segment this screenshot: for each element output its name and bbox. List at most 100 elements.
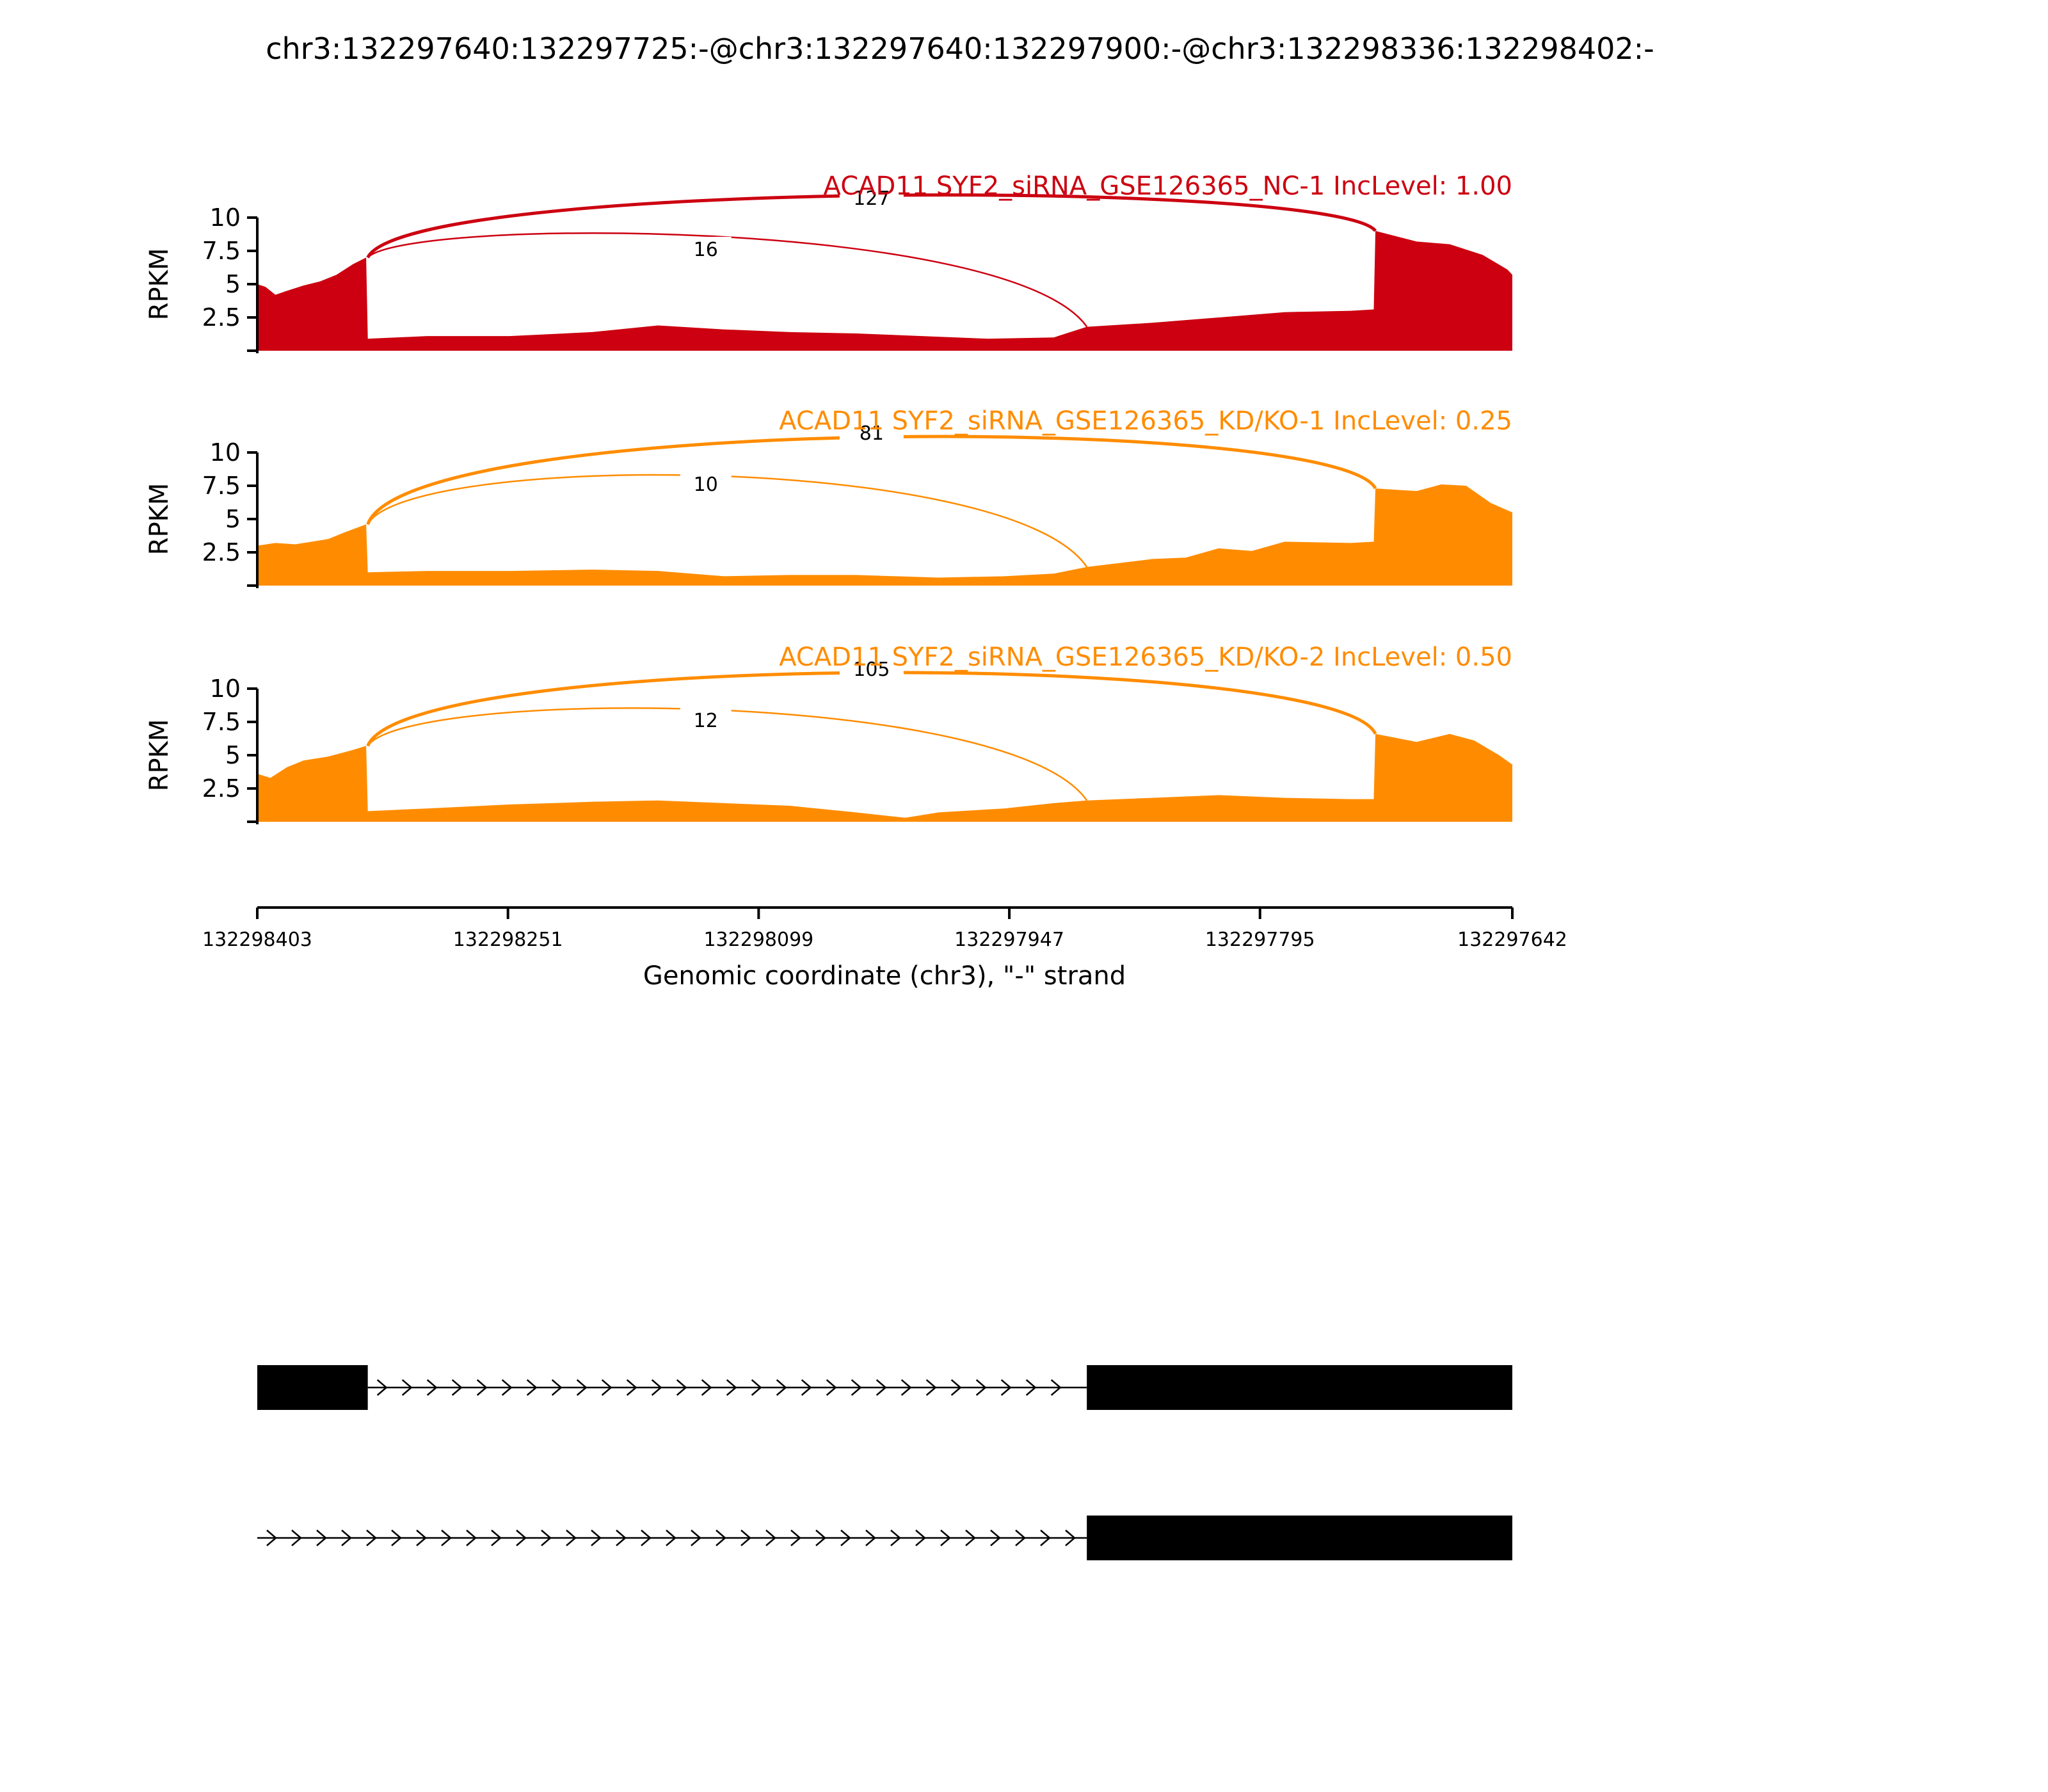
strand-arrow	[890, 1530, 901, 1546]
junction-count-label: 81	[860, 422, 884, 445]
strand-arrow	[1015, 1530, 1026, 1546]
strand-arrow	[940, 1530, 951, 1546]
strand-arrow	[426, 1379, 438, 1396]
strand-arrow	[526, 1379, 538, 1396]
x-tick-label: 132297795	[1205, 929, 1315, 951]
junction-count-label: 16	[694, 239, 718, 261]
y-axis-title: RPKM	[145, 483, 174, 556]
strand-arrow	[366, 1530, 377, 1546]
y-tick-label: 7.5	[202, 708, 241, 736]
isoform-track	[257, 1516, 1512, 1560]
strand-arrow	[566, 1530, 577, 1546]
x-ticks: 132298403 132298251 132298099 132297947 1322…	[202, 908, 1567, 951]
junction-label-bg	[680, 472, 732, 493]
strand-arrow	[391, 1530, 402, 1546]
strand-arrow	[990, 1530, 1001, 1546]
strand-arrow	[576, 1379, 588, 1396]
strand-arrow	[950, 1379, 962, 1396]
strand-arrow	[541, 1530, 552, 1546]
strand-arrow	[851, 1379, 862, 1396]
exon-block	[1087, 1516, 1512, 1560]
strand-arrow	[401, 1379, 413, 1396]
exon-block	[1087, 1365, 1512, 1410]
strand-arrow	[790, 1530, 801, 1546]
junction-count-label: 105	[853, 659, 890, 681]
y-axis-title: RPKM	[145, 248, 174, 321]
strand-arrow	[451, 1379, 463, 1396]
strand-arrow	[466, 1530, 477, 1546]
junction-arc	[367, 232, 1088, 328]
y-tick-label: 2.5	[202, 774, 241, 803]
y-tick-label: 7.5	[202, 237, 241, 265]
y-tick-label: 5	[225, 741, 241, 769]
x-tick-label: 132297642	[1457, 929, 1567, 951]
strand-arrow	[915, 1530, 926, 1546]
panel-label: ACAD11 SYF2_siRNA_GSE126365_KD/KO-2 IncL…	[779, 643, 1512, 672]
strand-arrow	[975, 1379, 987, 1396]
strand-arrow	[341, 1530, 352, 1546]
strand-arrow	[266, 1530, 277, 1546]
junction-label-bg	[680, 708, 732, 730]
strand-arrow	[801, 1379, 812, 1396]
x-tick-label: 132298403	[202, 929, 312, 951]
strand-arrow	[1025, 1379, 1037, 1396]
strand-arrow	[641, 1530, 652, 1546]
junction-label-bg	[839, 657, 904, 678]
y-tick-label: 10	[210, 675, 241, 703]
strand-arrow	[826, 1379, 837, 1396]
y-tick-label: 7.5	[202, 472, 241, 500]
strand-arrow	[376, 1379, 388, 1396]
junction-count-label: 127	[853, 188, 890, 210]
panel-label: ACAD11 SYF2_siRNA_GSE126365_KD/KO-1 IncL…	[779, 406, 1512, 436]
x-tick-label: 132298251	[453, 929, 563, 951]
junction-label-bg	[839, 186, 904, 207]
strand-arrow	[900, 1379, 912, 1396]
strand-arrow	[491, 1530, 502, 1546]
strand-arrow	[651, 1379, 662, 1396]
y-axis-title: RPKM	[145, 719, 174, 792]
coverage-panel: 2.5 5 7.5 10 RPKM 127 16 ACAD11 SYF2_siRNA_GSE1…	[145, 172, 1512, 353]
y-tick-label: 2.5	[202, 303, 241, 332]
strand-arrow	[516, 1530, 527, 1546]
y-tick-label: 10	[210, 204, 241, 232]
strand-arrow	[291, 1530, 302, 1546]
strand-arrow	[765, 1530, 776, 1546]
strand-arrow	[740, 1530, 751, 1546]
exon-block	[257, 1365, 368, 1410]
strand-arrow	[601, 1379, 612, 1396]
strand-arrow	[815, 1530, 826, 1546]
junction-label-bg	[680, 237, 732, 259]
strand-arrow	[1065, 1530, 1076, 1546]
chart-title: chr3:132297640:132297725:-@chr3:13229764…	[266, 31, 1654, 66]
strand-arrow	[925, 1379, 937, 1396]
strand-arrow	[591, 1530, 602, 1546]
strand-arrow	[691, 1530, 701, 1546]
strand-arrow	[551, 1379, 563, 1396]
isoform-tracks	[257, 1365, 1512, 1560]
strand-arrow	[1040, 1530, 1051, 1546]
x-axis: 132298403 132298251 132298099 132297947 1322…	[202, 906, 1567, 991]
strand-arrow	[776, 1379, 787, 1396]
isoform-track	[257, 1365, 1512, 1410]
strand-arrow	[876, 1379, 887, 1396]
strand-arrow	[441, 1530, 452, 1546]
panel-label: ACAD11 SYF2_siRNA_GSE126365_NC-1 IncLeve…	[824, 172, 1512, 201]
junction-arc	[366, 671, 1377, 747]
x-tick-label: 132297947	[954, 929, 1064, 951]
coverage-panel: 2.5 5 7.5 10 RPKM 81 10 ACAD11 SYF2_siRNA_GSE12…	[145, 406, 1512, 588]
strand-arrow	[965, 1530, 976, 1546]
y-tick-label: 2.5	[202, 538, 241, 566]
strand-arrow	[476, 1379, 488, 1396]
strand-arrow	[626, 1379, 637, 1396]
strand-arrow	[716, 1530, 726, 1546]
strand-arrow	[316, 1530, 327, 1546]
junction-label-bg	[839, 420, 904, 442]
junction-count-label: 10	[694, 474, 718, 496]
coverage-area	[257, 733, 1512, 822]
coverage-panels: 2.5 5 7.5 10 RPKM 127 16 ACAD11 SYF2_siRNA_GSE1…	[145, 172, 1512, 824]
y-tick-label: 5	[225, 270, 241, 298]
strand-arrow	[726, 1379, 737, 1396]
strand-arrow	[751, 1379, 762, 1396]
strand-arrow	[676, 1379, 687, 1396]
